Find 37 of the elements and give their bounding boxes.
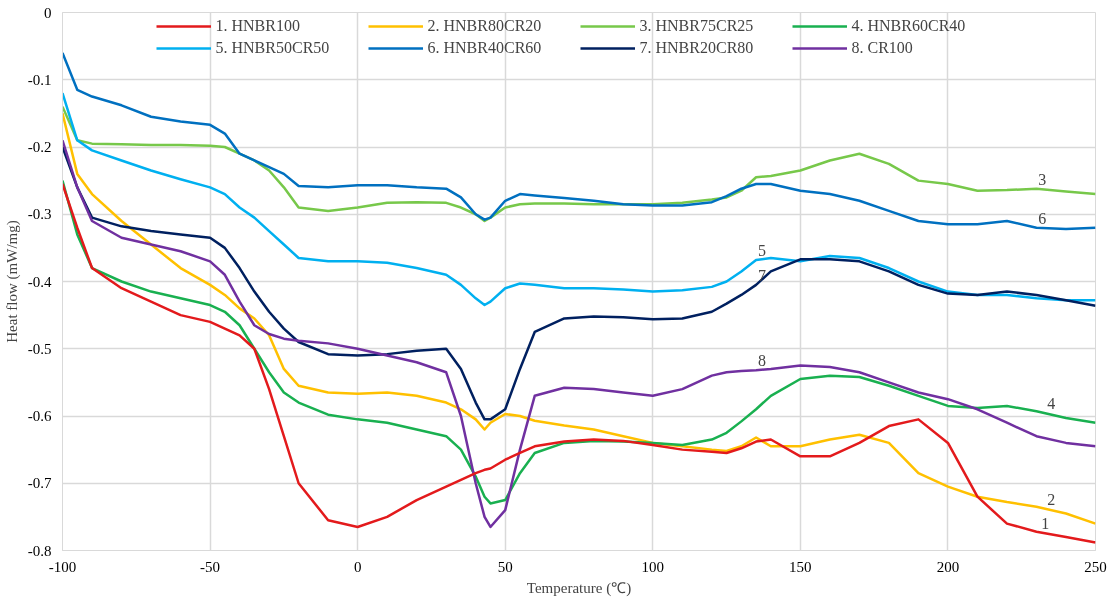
y-tick-label: -0.1: [27, 71, 52, 88]
legend-label: 3. HNBR75CR25: [639, 17, 755, 35]
y-tick-label: -0.2: [27, 139, 52, 155]
y-tick-label: -0.3: [27, 206, 52, 223]
legend-label: 7. HNBR20CR80: [639, 39, 755, 57]
y-tick-label: -0.8: [27, 542, 52, 559]
legend-label: 1. HNBR100: [215, 17, 301, 35]
annotation: 5: [757, 241, 766, 259]
annotation: 4: [1047, 394, 1056, 412]
y-tick-label: -0.5: [27, 340, 52, 357]
legend-label: 6. HNBR40CR60: [427, 39, 543, 57]
x-tick-label: 250: [1084, 558, 1107, 575]
annotation: 6: [1038, 209, 1047, 227]
x-tick-label: 100: [641, 558, 665, 575]
line-series: [62, 51, 1096, 231]
y-tick-label: -0.4: [27, 273, 52, 290]
x-tick-label: 50: [497, 558, 513, 575]
annotation: 8: [757, 352, 766, 370]
annotation: 2: [1047, 490, 1056, 508]
x-tick-label: 200: [936, 558, 960, 575]
y-axis-title: Heat flow (mW/mg): [3, 220, 21, 343]
line-series: [62, 145, 1096, 421]
annotation: 1: [1041, 515, 1050, 533]
legend-label: 4. HNBR60CR40: [851, 17, 967, 35]
annotation: 3: [1038, 170, 1047, 188]
y-tick-label: 0: [44, 4, 52, 21]
x-tick-label: 0: [353, 558, 362, 575]
x-tick-label: -50: [200, 558, 221, 575]
x-tick-label: 150: [789, 558, 812, 575]
x-axis-title: Temperature (℃): [526, 579, 632, 597]
y-tick-label: -0.7: [27, 475, 52, 492]
legend-label: 8. CR100: [851, 39, 914, 57]
x-tick-label: -100: [48, 558, 77, 575]
y-tick-label: -0.6: [27, 408, 52, 424]
legend-label: 5. HNBR50CR50: [215, 39, 331, 57]
legend-label: 2. HNBR80CR20: [427, 17, 543, 35]
line-series: [62, 91, 1096, 307]
